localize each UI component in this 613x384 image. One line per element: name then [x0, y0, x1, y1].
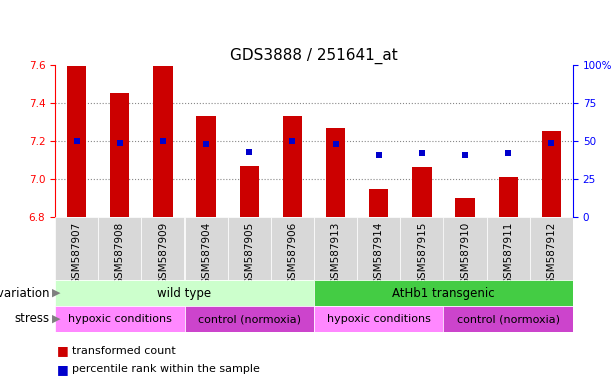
Text: GSM587907: GSM587907 — [72, 222, 82, 285]
Bar — [185, 217, 227, 280]
Bar — [185, 306, 314, 332]
Text: hypoxic conditions: hypoxic conditions — [327, 314, 431, 324]
Bar — [542, 131, 561, 217]
Text: GSM587912: GSM587912 — [546, 222, 557, 285]
Text: GSM587915: GSM587915 — [417, 222, 427, 285]
Bar — [400, 217, 443, 280]
Bar — [498, 177, 518, 217]
Bar — [357, 217, 400, 280]
Text: control (normoxia): control (normoxia) — [198, 314, 301, 324]
Text: control (normoxia): control (normoxia) — [457, 314, 560, 324]
Bar — [326, 128, 345, 217]
Text: GSM587905: GSM587905 — [244, 222, 254, 285]
Point — [201, 141, 211, 147]
Point — [287, 138, 297, 144]
Text: GSM587913: GSM587913 — [330, 222, 341, 285]
Bar — [110, 93, 129, 217]
Text: stress: stress — [15, 313, 50, 326]
Text: GSM587914: GSM587914 — [374, 222, 384, 285]
Text: ■: ■ — [57, 344, 69, 358]
Bar — [142, 217, 185, 280]
Bar — [443, 306, 573, 332]
Text: wild type: wild type — [158, 286, 211, 300]
Text: GSM587910: GSM587910 — [460, 222, 470, 285]
Text: transformed count: transformed count — [72, 346, 176, 356]
Bar — [314, 280, 573, 306]
Text: GSM587906: GSM587906 — [287, 222, 297, 285]
Text: ■: ■ — [57, 363, 69, 376]
Text: GSM587908: GSM587908 — [115, 222, 125, 285]
Text: ▶: ▶ — [52, 288, 61, 298]
Point — [330, 141, 340, 147]
Point — [503, 150, 513, 156]
Text: hypoxic conditions: hypoxic conditions — [68, 314, 172, 324]
Text: GSM587909: GSM587909 — [158, 222, 168, 285]
Bar — [487, 217, 530, 280]
Bar — [443, 217, 487, 280]
Bar — [240, 166, 259, 217]
Point — [417, 150, 427, 156]
Point — [547, 139, 557, 146]
Text: percentile rank within the sample: percentile rank within the sample — [72, 364, 260, 374]
Text: ▶: ▶ — [52, 314, 61, 324]
Bar — [55, 217, 98, 280]
Point — [245, 149, 254, 155]
Point — [374, 152, 384, 158]
Text: genotype/variation: genotype/variation — [0, 286, 50, 300]
Point — [460, 152, 470, 158]
Title: GDS3888 / 251641_at: GDS3888 / 251641_at — [230, 48, 398, 64]
Text: GSM587904: GSM587904 — [201, 222, 211, 285]
Bar — [314, 217, 357, 280]
Bar — [98, 217, 142, 280]
Bar — [196, 116, 216, 217]
Bar — [67, 66, 86, 217]
Bar — [55, 280, 314, 306]
Point — [72, 138, 82, 144]
Bar — [227, 217, 271, 280]
Point — [115, 139, 124, 146]
Text: GSM587911: GSM587911 — [503, 222, 513, 285]
Bar — [271, 217, 314, 280]
Bar — [55, 306, 185, 332]
Bar — [283, 116, 302, 217]
Text: AtHb1 transgenic: AtHb1 transgenic — [392, 286, 495, 300]
Point — [158, 138, 168, 144]
Bar — [455, 198, 475, 217]
Bar — [153, 66, 173, 217]
Bar — [369, 189, 389, 217]
Bar — [530, 217, 573, 280]
Bar — [412, 167, 432, 217]
Bar — [314, 306, 443, 332]
